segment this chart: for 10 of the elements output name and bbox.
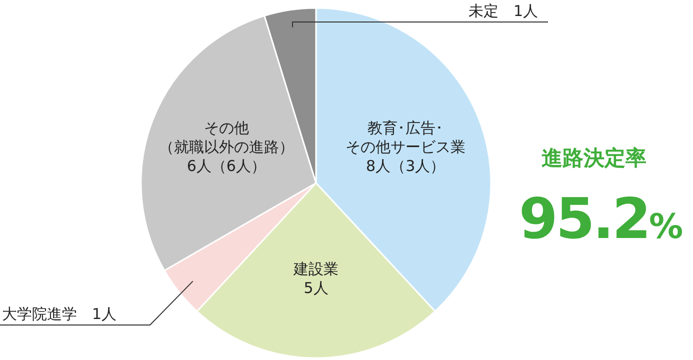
text: 95.2% bbox=[518, 187, 682, 252]
slice-label: 未定 1人 bbox=[468, 2, 538, 20]
slice-label: 教育･広告･その他サービス業 bbox=[346, 118, 466, 156]
slice-label: 建設業 bbox=[292, 260, 338, 278]
slice-label: 大学院進学 1人 bbox=[2, 305, 117, 323]
data-label: 5人 bbox=[304, 278, 328, 297]
slice-label: その他（就職以外の進路） bbox=[158, 118, 294, 156]
data-label: 6人（6人） bbox=[186, 156, 266, 175]
data-label: 8人（3人） bbox=[366, 156, 446, 175]
text: 進路決定率 bbox=[542, 146, 646, 170]
